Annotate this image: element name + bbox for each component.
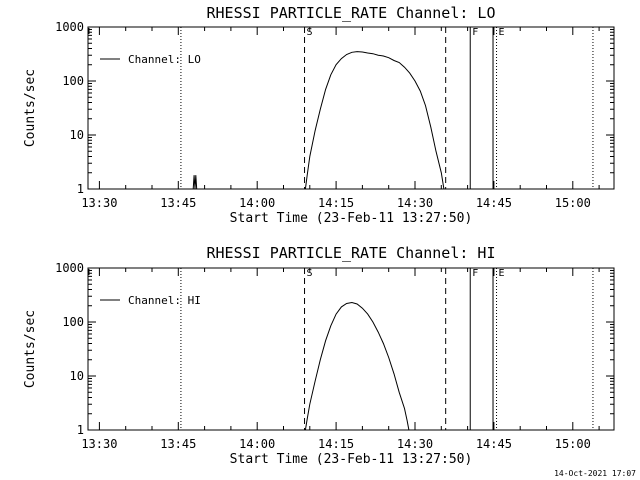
plot-frame bbox=[87, 267, 615, 431]
x-tick-label: 13:30 bbox=[81, 437, 117, 451]
x-tick-label: 14:45 bbox=[476, 196, 512, 210]
marker-label: S bbox=[307, 27, 313, 38]
y-axis-label: Counts/sec bbox=[23, 69, 38, 147]
marker-label: E bbox=[499, 268, 505, 279]
x-tick-label: 13:45 bbox=[160, 437, 196, 451]
series-line bbox=[304, 51, 445, 190]
chart-title: RHESSI PARTICLE_RATE Channel: HI bbox=[207, 244, 496, 262]
x-tick-label: 15:00 bbox=[555, 437, 591, 451]
x-tick-label: 14:00 bbox=[239, 196, 275, 210]
timestamp: 14-Oct-2021 17:07 bbox=[554, 469, 636, 478]
y-tick-label: 1000 bbox=[55, 261, 84, 275]
x-tick-label: 13:45 bbox=[160, 196, 196, 210]
chart-title: RHESSI PARTICLE_RATE Channel: LO bbox=[207, 4, 496, 22]
plot-frame bbox=[87, 26, 615, 190]
x-tick-label: 14:30 bbox=[397, 196, 433, 210]
y-tick-label: 10 bbox=[70, 369, 84, 383]
x-axis-label: Start Time (23-Feb-11 13:27:50) bbox=[230, 211, 473, 226]
marker-label: F bbox=[472, 268, 478, 279]
x-tick-label: 14:30 bbox=[397, 437, 433, 451]
y-tick-label: 100 bbox=[62, 315, 84, 329]
marker-label: E bbox=[499, 27, 505, 38]
x-tick-label: 14:00 bbox=[239, 437, 275, 451]
y-tick-label: 10 bbox=[70, 128, 84, 142]
y-tick-label: 1 bbox=[77, 182, 84, 196]
x-tick-label: 13:30 bbox=[81, 196, 117, 210]
legend-entry: Channel: HI bbox=[128, 294, 201, 307]
x-tick-label: 14:15 bbox=[318, 437, 354, 451]
y-tick-label: 1 bbox=[77, 423, 84, 437]
legend-entry: Channel: LO bbox=[128, 53, 201, 66]
marker-label: S bbox=[307, 268, 313, 279]
x-tick-label: 15:00 bbox=[555, 196, 591, 210]
marker-label: F bbox=[472, 27, 478, 38]
y-axis-label: Counts/sec bbox=[23, 310, 38, 388]
y-tick-label: 1000 bbox=[55, 20, 84, 34]
x-tick-label: 14:45 bbox=[476, 437, 512, 451]
series-line bbox=[304, 301, 410, 431]
y-tick-label: 100 bbox=[62, 74, 84, 88]
x-axis-label: Start Time (23-Feb-11 13:27:50) bbox=[230, 452, 473, 467]
x-tick-label: 14:15 bbox=[318, 196, 354, 210]
series-line bbox=[192, 175, 198, 190]
